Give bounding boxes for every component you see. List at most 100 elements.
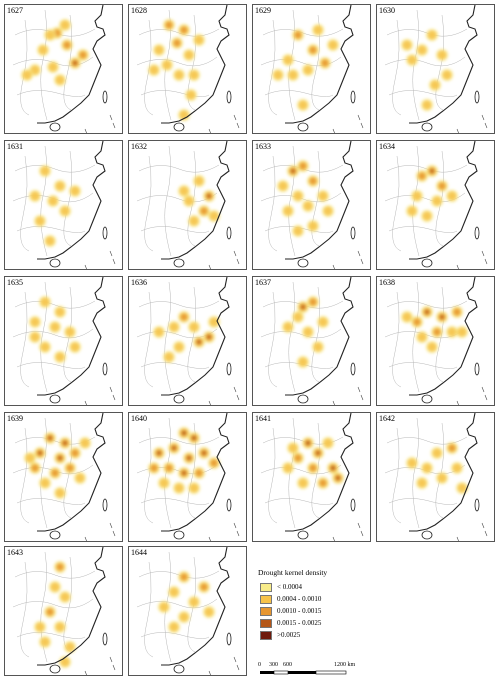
legend-label: 0.0010 - 0.0015 (277, 607, 322, 615)
province-boundary (136, 56, 218, 67)
province-boundary (187, 286, 197, 383)
drought-hotspot (300, 304, 306, 310)
china-map (384, 413, 488, 541)
province-boundary (264, 226, 334, 233)
province-boundary (144, 427, 154, 524)
drought-hotspot (313, 25, 323, 35)
drought-hotspot (180, 313, 188, 321)
scale-segment (273, 670, 289, 675)
scale-label-600: 600 (283, 662, 292, 668)
drought-hotspot (298, 357, 308, 367)
coastline (409, 277, 478, 396)
legend-swatch (260, 582, 272, 592)
drought-hotspot (184, 196, 194, 206)
drought-hotspot (65, 642, 75, 652)
boundary-dash (109, 386, 113, 393)
province-boundary (63, 14, 73, 111)
china-map (136, 141, 240, 269)
boundary-dash (112, 530, 116, 537)
drought-hotspot (407, 206, 417, 216)
drought-hotspot (31, 464, 39, 472)
china-map (12, 413, 116, 541)
drought-hotspot (25, 453, 35, 463)
drought-hotspot (174, 483, 184, 493)
drought-hotspot (189, 322, 199, 332)
province-boundary (288, 145, 296, 257)
drought-hotspot (437, 473, 447, 483)
drought-hotspot (79, 51, 87, 59)
drought-hotspot (51, 469, 59, 477)
province-boundary (412, 417, 420, 529)
coastline (37, 5, 106, 124)
island (421, 258, 433, 268)
drought-hotspot (448, 444, 456, 452)
drought-hotspot (412, 191, 422, 201)
province-boundary (63, 286, 73, 383)
boundary-dash (236, 258, 240, 265)
province-boundary (20, 291, 30, 388)
drought-hotspot (402, 312, 412, 322)
drought-hotspot (169, 322, 179, 332)
island (350, 90, 356, 104)
drought-hotspot (174, 70, 184, 80)
legend-label: < 0.0004 (277, 583, 302, 591)
drought-hotspot (156, 450, 162, 456)
province-boundary (388, 498, 458, 505)
scale-label-300: 300 (269, 662, 278, 668)
drought-hotspot (418, 172, 426, 180)
map-panel: 1634 (376, 140, 495, 270)
drought-hotspot (422, 463, 432, 473)
legend-title: Drought kernel density (258, 568, 328, 577)
drought-hotspot (40, 297, 50, 307)
boundary-dash (481, 250, 485, 257)
drought-hotspot (200, 583, 208, 591)
boundary-dash (84, 400, 87, 405)
drought-hotspot (422, 100, 432, 110)
province-boundary (14, 300, 96, 309)
drought-hotspot (417, 478, 427, 488)
drought-hotspot (55, 75, 65, 85)
map-panel: 1641 (252, 412, 371, 542)
drought-hotspot (40, 166, 50, 176)
coastline (161, 547, 230, 666)
boundary-dash (233, 114, 237, 121)
island (49, 122, 61, 132)
island (102, 632, 108, 646)
island (297, 530, 309, 540)
province-boundary (14, 570, 96, 579)
drought-hotspot (40, 478, 50, 488)
legend-item: < 0.0004 (260, 581, 378, 593)
boundary-dash (481, 522, 485, 529)
map-panel: 1636 (128, 276, 247, 406)
island (226, 632, 232, 646)
drought-hotspot (159, 602, 169, 612)
drought-hotspot (173, 39, 181, 47)
coastline (285, 277, 354, 396)
province-boundary (164, 281, 172, 393)
drought-hotspot (298, 100, 308, 110)
island (297, 122, 309, 132)
drought-hotspot (164, 352, 174, 362)
china-map (260, 413, 364, 541)
island (102, 226, 108, 240)
drought-hotspot (30, 332, 40, 342)
scale-segment (260, 671, 274, 674)
drought-hotspot (181, 470, 187, 476)
boundary-dash (360, 122, 364, 129)
boundary-dash (236, 664, 240, 671)
drought-hotspot (309, 298, 317, 306)
boundary-dash (109, 656, 113, 663)
boundary-dash (360, 394, 364, 401)
drought-hotspot (283, 55, 293, 65)
island (49, 530, 61, 540)
drought-hotspot (62, 440, 68, 446)
province-boundary (311, 422, 321, 519)
boundary-dash (481, 114, 485, 121)
drought-hotspot (171, 445, 177, 451)
province-boundary (140, 226, 210, 233)
province-boundary (384, 56, 466, 67)
drought-hotspot (195, 469, 203, 477)
drought-hotspot (186, 90, 196, 100)
scale-bar: 0 300 600 1200 km (258, 662, 378, 678)
province-boundary (140, 498, 210, 505)
